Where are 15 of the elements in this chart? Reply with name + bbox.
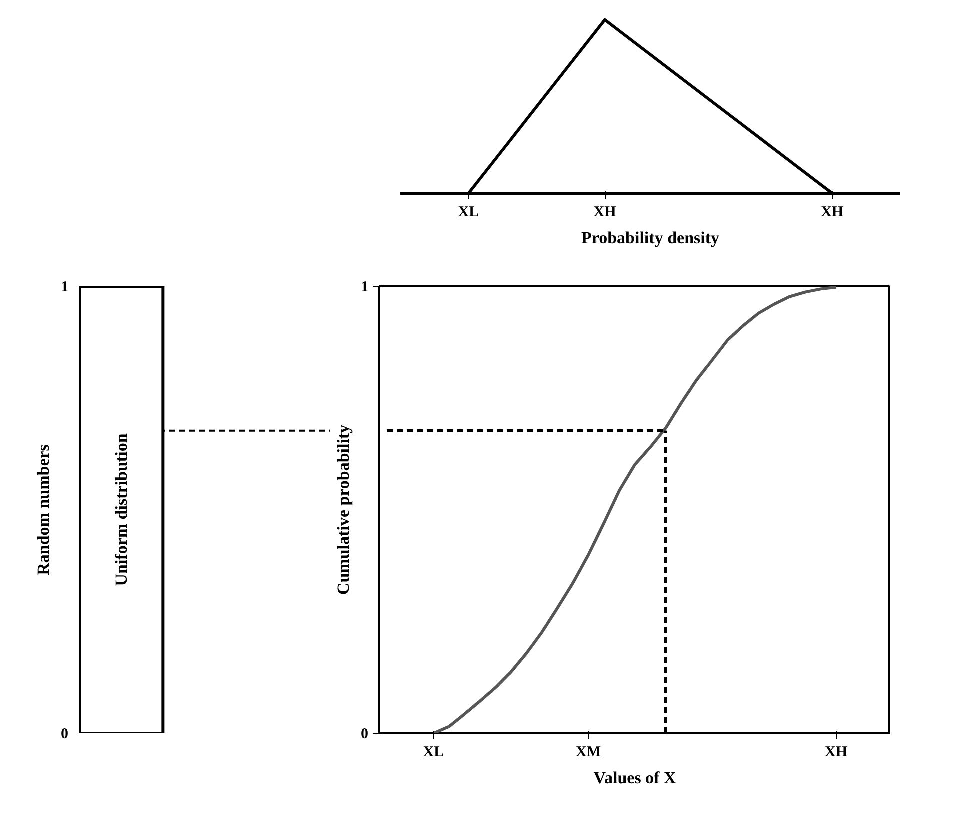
x-tick-label: XH: [594, 204, 617, 220]
annotation: Uniform distribution: [112, 433, 131, 586]
x-axis-title: Values of X: [594, 768, 677, 788]
x-tick-label: XL: [458, 204, 480, 220]
y-tick-label: 0: [361, 726, 368, 742]
y-tick-label: 1: [61, 280, 68, 296]
x-tick-label: XM: [576, 744, 602, 760]
y-axis-title: Random numbers: [34, 444, 53, 576]
x-axis-title: Probability density: [581, 228, 720, 248]
y-tick-label: 0: [61, 726, 68, 742]
x-tick-label: XL: [423, 744, 444, 760]
x-tick-label: XH: [825, 744, 848, 760]
x-tick-label: XH: [821, 204, 844, 220]
y-tick-label: 1: [361, 280, 368, 296]
y-axis-title: Cumulative probability: [334, 424, 353, 596]
